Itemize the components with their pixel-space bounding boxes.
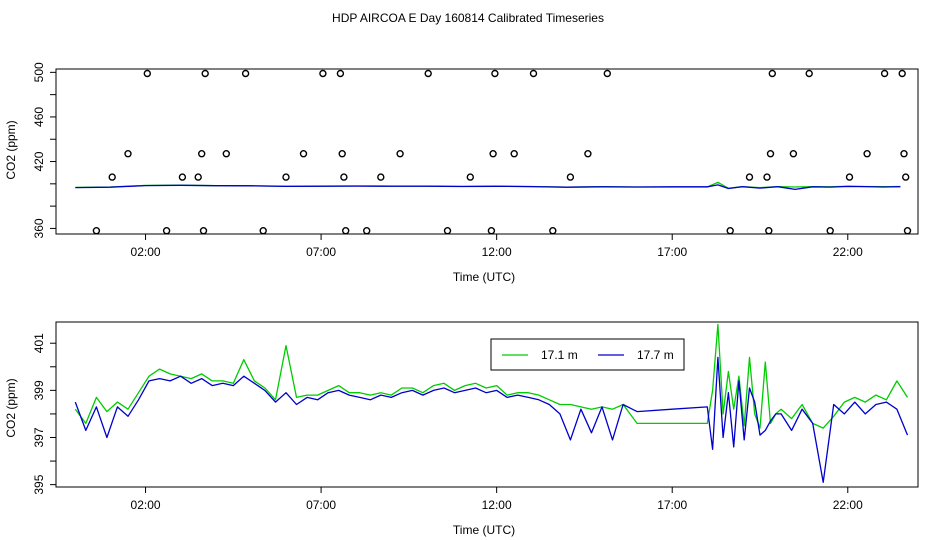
top-scatter-point bbox=[902, 173, 910, 181]
legend: 17.1 m 17.7 m bbox=[490, 338, 685, 371]
top-scatter-point bbox=[241, 69, 250, 78]
top-scatter-point bbox=[510, 149, 518, 158]
top-scatter-point bbox=[338, 149, 346, 158]
top-scatter-point bbox=[826, 226, 834, 235]
top-scatter-point bbox=[903, 226, 912, 235]
bottom-x-tick-label: 02:00 bbox=[131, 498, 161, 512]
top-scatter-point bbox=[299, 149, 308, 158]
top-scatter-point bbox=[199, 226, 208, 235]
bottom-series-17-7-mline bbox=[74, 356, 909, 483]
top-plot-frame bbox=[55, 68, 919, 235]
top-scatter-point bbox=[900, 149, 908, 158]
top-scatter-point bbox=[319, 69, 327, 78]
top-y-axis: 360 420 460 500 bbox=[32, 62, 56, 238]
top-y-tick-label: 420 bbox=[32, 151, 46, 171]
top-scatter-point bbox=[491, 69, 499, 78]
top-scatter-point bbox=[549, 226, 557, 235]
top-scatter-point bbox=[529, 69, 538, 78]
top-x-tick-label: 17:00 bbox=[657, 245, 687, 259]
top-scatter-point bbox=[443, 226, 452, 235]
top-plot-marks bbox=[75, 69, 912, 235]
top-x-tick-label: 22:00 bbox=[833, 245, 863, 259]
top-scatter-point bbox=[363, 226, 371, 235]
top-scatter-point bbox=[566, 173, 575, 181]
bottom-x-tick-label: 07:00 bbox=[306, 498, 336, 512]
top-scatter-point bbox=[377, 173, 385, 181]
top-scatter-point bbox=[489, 149, 497, 158]
top-scatter-point bbox=[108, 173, 116, 181]
top-series-17-7-mline bbox=[75, 184, 901, 191]
top-x-tick-label: 02:00 bbox=[131, 245, 161, 259]
top-scatter-point bbox=[336, 69, 345, 78]
top-scatter-point bbox=[282, 173, 290, 181]
bottom-x-axis: 02:00 07:00 12:00 17:00 22:00 bbox=[131, 487, 863, 512]
bottom-plot-marks bbox=[74, 323, 909, 483]
top-x-tick-label: 07:00 bbox=[306, 245, 336, 259]
top-x-tick-label: 12:00 bbox=[482, 245, 512, 259]
bottom-y-axis-label: CO2 (ppm) bbox=[4, 378, 18, 437]
top-y-tick-label: 460 bbox=[32, 107, 46, 127]
top-scatter-point bbox=[805, 69, 813, 78]
top-scatter-point bbox=[584, 149, 592, 158]
bottom-y-tick-label: 395 bbox=[32, 474, 46, 494]
bottom-y-tick-label: 397 bbox=[32, 427, 46, 447]
top-scatter-point bbox=[898, 69, 906, 78]
top-scatter-point bbox=[424, 69, 432, 78]
top-scatter-point bbox=[763, 173, 771, 181]
bottom-plot-frame bbox=[55, 321, 919, 488]
top-y-tick-label: 360 bbox=[32, 218, 46, 238]
bottom-y-tick-label: 399 bbox=[32, 380, 46, 400]
top-scatter-point bbox=[197, 149, 206, 158]
legend-label-17-1-m: 17.1 m bbox=[541, 348, 578, 362]
top-scatter-point bbox=[92, 226, 101, 235]
bottom-x-tick-label: 22:00 bbox=[833, 498, 863, 512]
legend-label-17-7-m: 17.7 m bbox=[637, 348, 674, 362]
top-scatter-point bbox=[178, 173, 187, 181]
top-scatter-point bbox=[342, 226, 350, 235]
bottom-x-tick-label: 17:00 bbox=[657, 498, 687, 512]
top-scatter-point bbox=[396, 149, 404, 158]
top-scatter-point bbox=[340, 173, 348, 181]
top-scatter-point bbox=[863, 149, 871, 158]
bottom-series-17-1-mline bbox=[74, 323, 909, 429]
top-x-axis-label: Time (UTC) bbox=[453, 270, 515, 284]
top-y-axis-label: CO2 (ppm) bbox=[4, 120, 18, 179]
bottom-y-tick-label: 401 bbox=[32, 333, 46, 353]
top-scatter-point bbox=[466, 173, 474, 181]
top-scatter-point bbox=[726, 226, 734, 235]
top-scatter-point bbox=[845, 173, 854, 181]
top-scatter-point bbox=[789, 149, 798, 158]
figure-title: HDP AIRCOA E Day 160814 Calibrated Times… bbox=[332, 11, 604, 25]
top-scatter-point bbox=[487, 226, 496, 235]
top-scatter-point bbox=[194, 173, 202, 181]
bottom-y-axis: 395 397 399 401 bbox=[32, 333, 56, 495]
top-scatter-point bbox=[765, 226, 773, 235]
top-scatter-point bbox=[124, 149, 132, 158]
top-scatter-point bbox=[745, 173, 754, 181]
top-scatter-point bbox=[880, 69, 889, 78]
top-scatter-point bbox=[201, 69, 209, 78]
bottom-x-axis-label: Time (UTC) bbox=[453, 523, 515, 537]
bottom-x-tick-label: 12:00 bbox=[482, 498, 512, 512]
top-scatter-point bbox=[766, 149, 775, 158]
top-scatter-point bbox=[222, 149, 231, 158]
top-y-tick-label: 500 bbox=[32, 62, 46, 82]
top-scatter-point bbox=[259, 226, 267, 235]
top-scatter-point bbox=[143, 69, 152, 78]
bottom-panel: 02:00 07:00 12:00 17:00 22:00 395 397 399 401 T… bbox=[4, 321, 919, 537]
top-scatter-point bbox=[603, 69, 611, 78]
top-panel: 02:00 07:00 12:00 17:00 22:00 360 420 460 500 T… bbox=[4, 62, 919, 284]
top-x-axis: 02:00 07:00 12:00 17:00 22:00 bbox=[131, 234, 863, 259]
top-scatter-point bbox=[768, 69, 776, 78]
top-scatter-point bbox=[162, 226, 171, 235]
